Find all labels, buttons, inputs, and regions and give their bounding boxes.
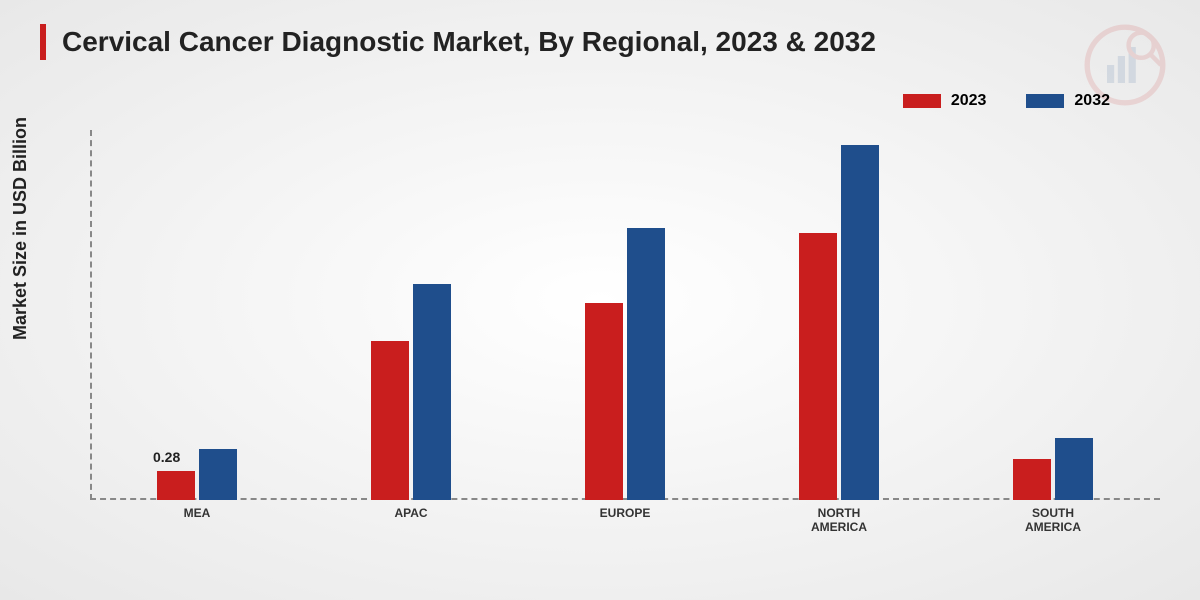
bar	[413, 284, 451, 500]
legend-item-2032: 2032	[1026, 92, 1110, 110]
legend-swatch-2023	[903, 94, 941, 108]
bar	[1013, 459, 1051, 500]
bar	[585, 303, 623, 500]
legend-label-2023: 2023	[951, 92, 987, 110]
legend-label-2032: 2032	[1074, 92, 1110, 110]
legend-item-2023: 2023	[903, 92, 987, 110]
category-labels: MEA APAC EUROPE NORTHAMERICA SOUTHAMERICA	[90, 502, 1160, 540]
bar-group	[799, 145, 879, 500]
bar-group	[371, 284, 451, 500]
bar-group: 0.28	[157, 449, 237, 500]
legend: 2023 2032	[903, 92, 1110, 110]
category-label: NORTHAMERICA	[779, 502, 899, 540]
chart-area: 0.28 MEA APAC EUROPE NORTHAMERICA SOUTHAMERI…	[90, 130, 1160, 540]
bar-group	[585, 228, 665, 500]
bar	[841, 145, 879, 500]
legend-swatch-2032	[1026, 94, 1064, 108]
bar	[199, 449, 237, 500]
bar	[371, 341, 409, 500]
category-label: SOUTHAMERICA	[993, 502, 1113, 540]
y-axis-label: Market Size in USD Billion	[10, 117, 31, 340]
bar	[1055, 438, 1093, 500]
bar-groups: 0.28	[90, 130, 1160, 500]
bar-value-label: 0.28	[153, 449, 180, 465]
bar-group	[1013, 438, 1093, 500]
chart-title: Cervical Cancer Diagnostic Market, By Re…	[62, 26, 876, 58]
bar	[799, 233, 837, 500]
bar	[157, 471, 195, 500]
category-label: EUROPE	[565, 502, 685, 540]
category-label: APAC	[351, 502, 471, 540]
category-label: MEA	[137, 502, 257, 540]
bar	[627, 228, 665, 500]
title-accent-bar	[40, 24, 46, 60]
